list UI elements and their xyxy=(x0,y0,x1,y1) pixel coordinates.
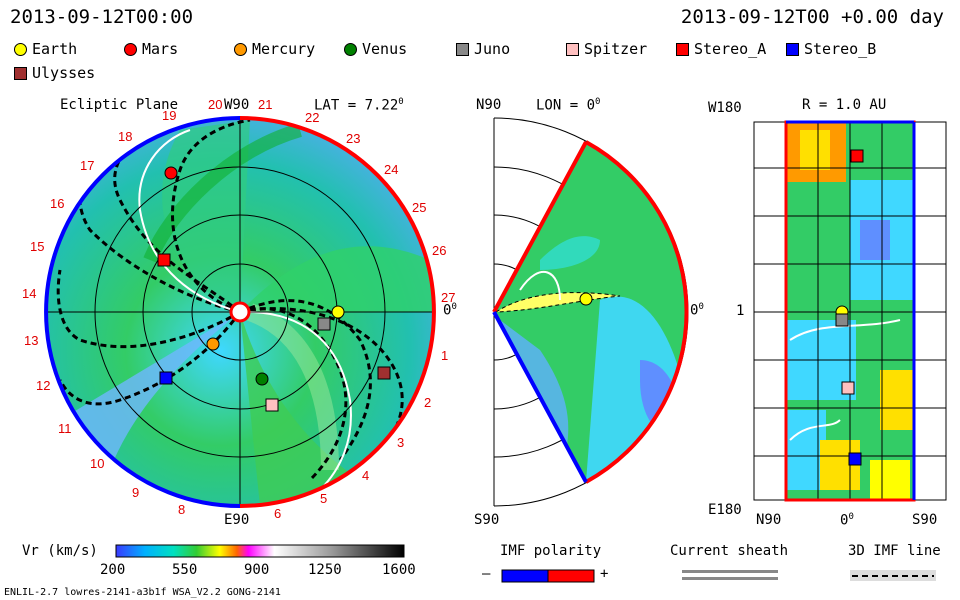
mars-marker xyxy=(164,166,178,180)
colorbar-tick-1250: 1250 xyxy=(308,562,342,578)
juno-icon xyxy=(456,42,469,56)
stereo-b-marker-radial xyxy=(848,452,862,466)
radius-label: R = 1.0 AU xyxy=(802,97,887,113)
earth-icon xyxy=(14,42,27,56)
imf-plus: + xyxy=(600,566,609,582)
venus-marker xyxy=(255,372,269,386)
current-sheath-swatch xyxy=(682,570,778,580)
radial-left-bottom: E180 xyxy=(708,502,742,518)
imf-line-swatch xyxy=(850,570,936,581)
earth-marker xyxy=(331,305,345,319)
datetime-offset: 2013-09-12T00 +0.00 day xyxy=(680,6,944,28)
imf-minus: – xyxy=(482,566,491,582)
colorbar-tick-200: 200 xyxy=(100,562,126,578)
imf-polarity-bar xyxy=(501,569,595,583)
lat-label: LAT = 7.220 xyxy=(314,97,404,114)
datetime-title: 2013-09-12T00:00 xyxy=(10,6,194,28)
earth-marker-meridional xyxy=(579,292,593,306)
ecliptic-top-label: W90 xyxy=(224,97,250,113)
venus-icon xyxy=(344,42,357,56)
ecliptic-plane-disk xyxy=(44,116,436,508)
legend-stereo-b: Stereo_B xyxy=(786,40,876,58)
spitzer-marker-radial xyxy=(841,381,855,395)
ecliptic-right-label: 00 xyxy=(443,302,457,319)
radial-bottom-mid: 00 xyxy=(840,512,854,529)
model-footer: ENLIL-2.7 lowres-2141-a3b1f WSA_V2.2 GON… xyxy=(4,587,281,598)
legend-spitzer: Spitzer xyxy=(566,40,647,58)
ulysses-icon xyxy=(14,66,27,80)
colorbar-tick-1600: 1600 xyxy=(382,562,416,578)
meridional-top-label: N90 xyxy=(476,97,502,113)
colorbar-label: Vr (km/s) xyxy=(22,543,98,559)
colorbar-tick-550: 550 xyxy=(172,562,198,578)
legend-juno: Juno xyxy=(456,40,510,58)
legend-mercury: Mercury xyxy=(234,40,315,58)
radial-map xyxy=(753,120,947,502)
stereo-a-icon xyxy=(676,42,689,56)
ulysses-marker xyxy=(377,366,391,380)
radial-left-top: W180 xyxy=(708,100,742,116)
legend-ulysses: Ulysses xyxy=(14,64,95,82)
legend-earth: Earth xyxy=(14,40,77,58)
meridional-wedge xyxy=(492,117,689,507)
velocity-colorbar xyxy=(115,544,405,558)
meridional-right-label: 00 xyxy=(690,302,704,319)
stereo-a-marker-radial xyxy=(850,149,864,163)
meridional-bottom-label: S90 xyxy=(474,512,500,528)
stereo-a-marker xyxy=(157,253,171,267)
mercury-icon xyxy=(234,42,247,56)
stereo-b-icon xyxy=(786,42,799,56)
current-sheath-label: Current sheath xyxy=(670,543,789,559)
juno-marker xyxy=(317,317,331,331)
lon-label: LON = 00 xyxy=(536,97,601,114)
ecliptic-bottom-label: E90 xyxy=(224,512,250,528)
juno-marker-radial xyxy=(835,313,849,327)
imf-3d-label: 3D IMF line xyxy=(848,543,941,559)
mars-icon xyxy=(124,42,137,56)
spitzer-marker xyxy=(265,398,279,412)
stereo-b-marker xyxy=(159,371,173,385)
mercury-marker xyxy=(206,337,220,351)
radial-bottom-right: S90 xyxy=(912,512,938,528)
legend-venus: Venus xyxy=(344,40,407,58)
imf-polarity-label: IMF polarity xyxy=(500,543,602,559)
ecliptic-title: Ecliptic Plane xyxy=(60,97,179,113)
radial-bottom-left: N90 xyxy=(756,512,782,528)
legend-stereo-a: Stereo_A xyxy=(676,40,766,58)
colorbar-tick-900: 900 xyxy=(244,562,270,578)
legend-mars: Mars xyxy=(124,40,178,58)
radial-left-mid: 1 xyxy=(736,303,745,319)
spitzer-icon xyxy=(566,42,579,56)
ecliptic-markers xyxy=(157,166,391,412)
